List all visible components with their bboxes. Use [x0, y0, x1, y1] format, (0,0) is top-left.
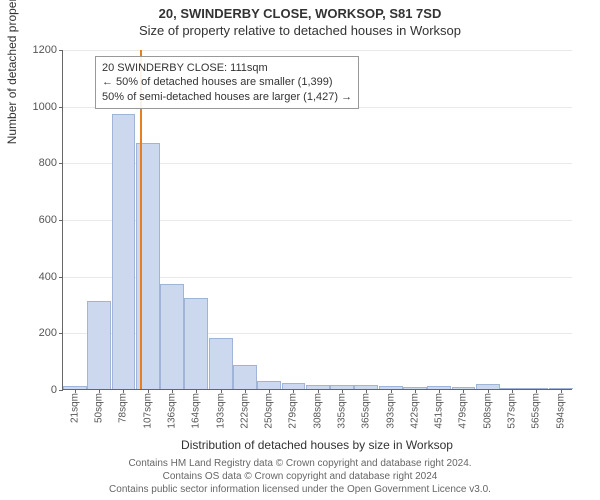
x-tick-label: 21sqm [69, 389, 80, 423]
plot-area: 02004006008001000120021sqm50sqm78sqm107s… [62, 50, 572, 390]
x-tick-label: 594sqm [555, 389, 566, 429]
histogram-bar [87, 301, 111, 389]
annotation-line: ← 50% of detached houses are smaller (1,… [102, 75, 352, 89]
x-tick-label: 565sqm [531, 389, 542, 429]
x-tick-label: 78sqm [118, 389, 129, 423]
histogram-chart: Number of detached properties 0200400600… [62, 50, 572, 390]
y-tick-label: 600 [39, 214, 63, 226]
y-tick-label: 800 [39, 157, 63, 169]
x-tick-label: 335sqm [337, 389, 348, 429]
x-tick-label: 193sqm [215, 389, 226, 429]
x-tick-label: 537sqm [507, 389, 518, 429]
page-subtitle: Size of property relative to detached ho… [0, 21, 600, 38]
y-axis-label: Number of detached properties [5, 0, 19, 144]
histogram-bar [233, 365, 257, 389]
y-tick-label: 0 [51, 384, 63, 396]
x-axis-label: Distribution of detached houses by size … [62, 438, 572, 452]
x-tick-label: 451sqm [434, 389, 445, 429]
annotation-line: 20 SWINDERBY CLOSE: 111sqm [102, 61, 352, 75]
histogram-bar [257, 381, 281, 389]
x-tick-label: 393sqm [385, 389, 396, 429]
y-tick-label: 1000 [33, 101, 63, 113]
x-tick-label: 508sqm [482, 389, 493, 429]
x-tick-label: 250sqm [264, 389, 275, 429]
footer-line: Contains HM Land Registry data © Crown c… [0, 457, 600, 470]
x-tick-label: 136sqm [167, 389, 178, 429]
x-tick-label: 222sqm [239, 389, 250, 429]
x-tick-label: 107sqm [142, 389, 153, 429]
y-tick-label: 400 [39, 271, 63, 283]
page-title: 20, SWINDERBY CLOSE, WORKSOP, S81 7SD [0, 0, 600, 21]
histogram-bar [160, 284, 184, 389]
y-tick-label: 1200 [33, 44, 63, 56]
histogram-bar [112, 114, 136, 389]
footer-line: Contains public sector information licen… [0, 483, 600, 496]
x-tick-label: 479sqm [458, 389, 469, 429]
x-tick-label: 279sqm [288, 389, 299, 429]
x-tick-label: 50sqm [94, 389, 105, 423]
y-tick-label: 200 [39, 327, 63, 339]
attribution-footer: Contains HM Land Registry data © Crown c… [0, 457, 600, 496]
x-tick-label: 422sqm [409, 389, 420, 429]
annotation-box: 20 SWINDERBY CLOSE: 111sqm← 50% of detac… [95, 56, 359, 109]
x-tick-label: 365sqm [361, 389, 372, 429]
histogram-bar [184, 298, 208, 389]
histogram-bar [209, 338, 233, 389]
footer-line: Contains OS data © Crown copyright and d… [0, 470, 600, 483]
x-tick-label: 164sqm [191, 389, 202, 429]
annotation-line: 50% of semi-detached houses are larger (… [102, 90, 352, 104]
x-tick-label: 308sqm [312, 389, 323, 429]
